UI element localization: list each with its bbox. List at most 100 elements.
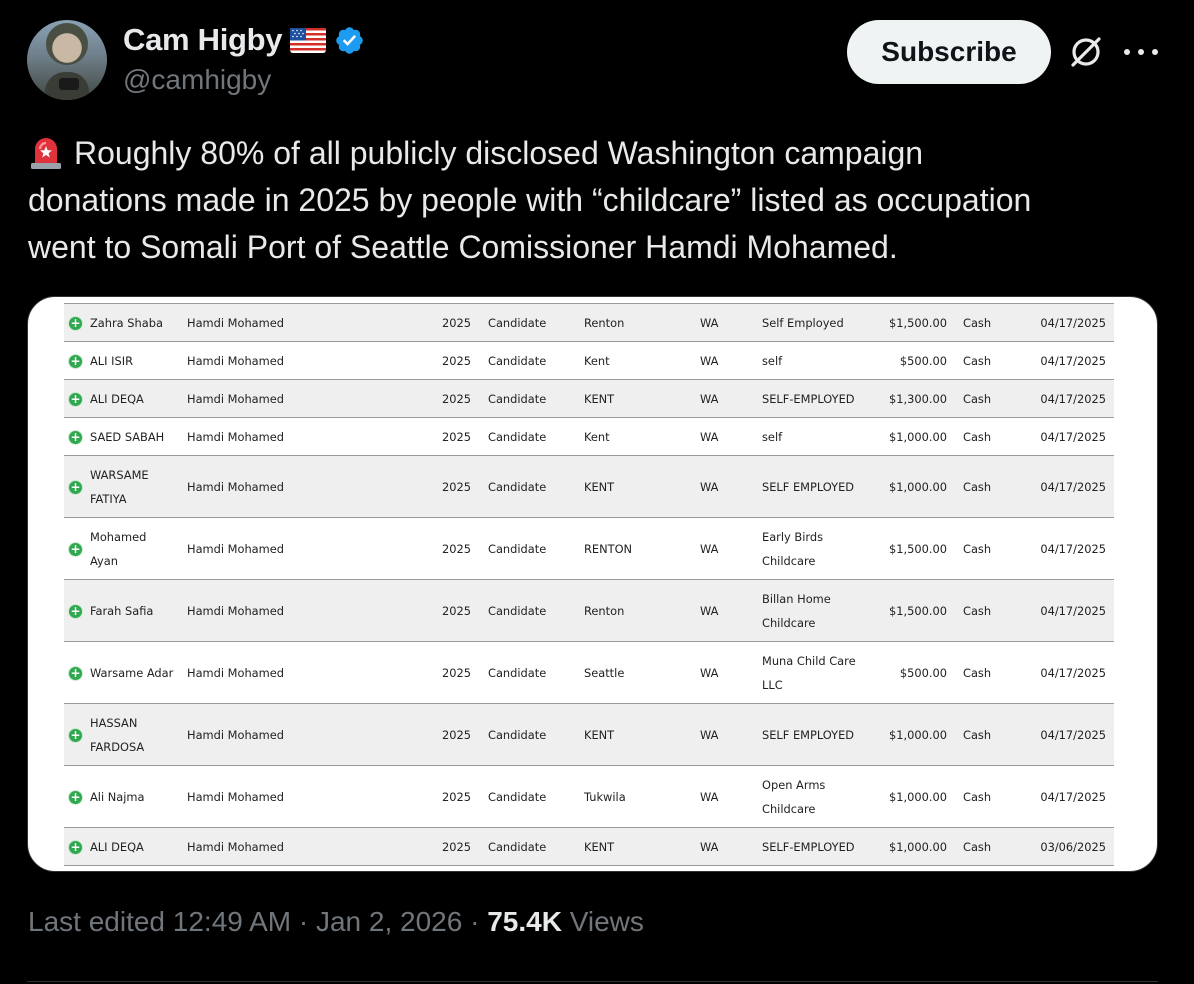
donation-amount: $1,000.00 [880, 455, 947, 518]
donor-city: RENTON [584, 517, 700, 580]
expand-plus-icon[interactable]: + [68, 541, 83, 557]
donation-date: 04/17/2025 [999, 579, 1114, 642]
donor-occupation-line: Childcare [762, 801, 816, 816]
donor-name: HASSAN FARDOSA [90, 703, 187, 766]
expand-plus-icon[interactable]: + [68, 603, 83, 619]
donation-date: 04/17/2025 [999, 341, 1114, 380]
donation-date: 04/17/2025 [999, 703, 1114, 766]
donor-name-line: ALI DEQA [90, 391, 144, 406]
election-year: 2025 [442, 827, 488, 866]
donation-date: 04/17/2025 [999, 641, 1114, 704]
donor-occupation-line: SELF-EMPLOYED [762, 839, 855, 854]
election-year: 2025 [442, 341, 488, 380]
expand-plus-icon[interactable]: + [68, 315, 83, 331]
election-year: 2025 [442, 379, 488, 418]
donation-date: 03/06/2025 [999, 827, 1114, 866]
donor-name: WARSAME FATIYA [90, 455, 187, 518]
views-count[interactable]: 75.4K [487, 906, 562, 937]
recipient-type: Candidate [488, 303, 584, 342]
siren-emoji-icon [31, 138, 61, 169]
donation-date: 04/17/2025 [999, 765, 1114, 828]
donor-occupation: Billan Home Childcare [762, 579, 880, 642]
author-display-name[interactable]: Cam Higby [123, 22, 283, 57]
donation-amount: $500.00 [880, 341, 947, 380]
donor-occupation-line: Self Employed [762, 315, 844, 330]
candidate-name: Hamdi Mohamed [187, 341, 442, 380]
tweet-text-line-1-text: Roughly 80% of all publicly disclosed Wa… [74, 135, 924, 171]
donor-occupation: SELF EMPLOYED [762, 703, 880, 766]
subscribe-button[interactable]: Subscribe [847, 20, 1051, 84]
tweet-text-line-2: donations made in 2025 by people with “c… [28, 182, 1032, 218]
donor-occupation-line: self [762, 353, 783, 368]
donor-name-line: ALI ISIR [90, 353, 133, 368]
expand-plus-icon[interactable]: + [68, 839, 83, 855]
donation-amount: $1,500.00 [880, 517, 947, 580]
recipient-type: Candidate [488, 641, 584, 704]
table-row: + Farah Safia Hamdi Mohamed 2025 Candidate Re… [64, 579, 1114, 642]
edited-label[interactable]: Last edited [28, 906, 165, 937]
donor-occupation: self [762, 341, 880, 380]
verified-badge-icon[interactable] [334, 25, 365, 56]
expand-plus-icon[interactable]: + [68, 353, 83, 369]
donation-amount: $1,500.00 [880, 303, 947, 342]
donor-name-line: Zahra Shaba [90, 315, 163, 330]
donor-state: WA [700, 303, 762, 342]
donor-name-line: Ali Najma [90, 789, 145, 804]
donor-state: WA [700, 517, 762, 580]
author-handle[interactable]: @camhigby [123, 64, 272, 95]
payment-method: Cash [947, 341, 999, 380]
donor-name: Farah Safia [90, 579, 187, 642]
grok-icon[interactable] [1066, 32, 1106, 72]
candidate-name: Hamdi Mohamed [187, 379, 442, 418]
avatar[interactable] [27, 20, 107, 100]
election-year: 2025 [442, 703, 488, 766]
election-year: 2025 [442, 417, 488, 456]
table-row: + Mohamed Ayan Hamdi Mohamed 2025 Candidate RE… [64, 517, 1114, 580]
donor-occupation-line: Open Arms [762, 777, 826, 792]
donor-name-line: Ayan [90, 553, 118, 568]
donor-state: WA [700, 341, 762, 380]
donor-city: Tukwila [584, 765, 700, 828]
author-name-row[interactable]: Cam Higby [123, 22, 365, 58]
recipient-type: Candidate [488, 379, 584, 418]
donor-occupation-line: Early Birds [762, 529, 824, 544]
table-row: + Warsame Adar Hamdi Mohamed 2025 Candidate S… [64, 641, 1114, 704]
post-date[interactable]: Jan 2, 2026 [315, 906, 463, 937]
donor-occupation-line: Childcare [762, 615, 816, 630]
attached-image[interactable]: + Zahra Shaba Hamdi Mohamed 2025 Candidate Re… [27, 296, 1158, 872]
expand-plus-icon[interactable]: + [68, 665, 83, 681]
table-row: + SAED SABAH Hamdi Mohamed 2025 Candidate Ken… [64, 417, 1114, 456]
expand-plus-icon[interactable]: + [68, 391, 83, 407]
payment-method: Cash [947, 455, 999, 518]
views-label: Views [569, 906, 644, 937]
recipient-type: Candidate [488, 827, 584, 866]
payment-method: Cash [947, 303, 999, 342]
expand-plus-icon[interactable]: + [68, 429, 83, 445]
donor-name: Mohamed Ayan [90, 517, 187, 580]
expand-plus-icon[interactable]: + [68, 789, 83, 805]
donor-name-line: SAED SABAH [90, 429, 165, 444]
table-row: + ALI DEQA Hamdi Mohamed 2025 Candidate KENT W… [64, 379, 1114, 418]
meta-separator-1: · [298, 906, 309, 937]
expand-plus-icon[interactable]: + [68, 479, 83, 495]
expand-plus-icon[interactable]: + [68, 727, 83, 743]
table-row: + Ali Najma Hamdi Mohamed 2025 Candidate Tukw… [64, 765, 1114, 828]
post-time[interactable]: 12:49 AM [172, 906, 292, 937]
tweet-meta: Last edited 12:49 AM · Jan 2, 2026 · 75.… [28, 906, 644, 938]
donor-state: WA [700, 379, 762, 418]
donor-occupation: SELF EMPLOYED [762, 455, 880, 518]
recipient-type: Candidate [488, 517, 584, 580]
donor-occupation: Early Birds Childcare [762, 517, 880, 580]
donor-occupation-line: SELF EMPLOYED [762, 727, 855, 742]
election-year: 2025 [442, 641, 488, 704]
table-row: + ALI DEQA Hamdi Mohamed 2025 Candidate KENT W… [64, 827, 1114, 866]
more-dots-icon[interactable] [1124, 42, 1158, 62]
donor-name: Ali Najma [90, 765, 187, 828]
table-row: + HASSAN FARDOSA Hamdi Mohamed 2025 Candidate… [64, 703, 1114, 766]
donor-occupation-line: SELF EMPLOYED [762, 479, 855, 494]
donor-city: KENT [584, 455, 700, 518]
donor-occupation: Open Arms Childcare [762, 765, 880, 828]
donor-state: WA [700, 765, 762, 828]
donation-date: 04/17/2025 [999, 517, 1114, 580]
meta-separator-2: · [470, 906, 480, 937]
